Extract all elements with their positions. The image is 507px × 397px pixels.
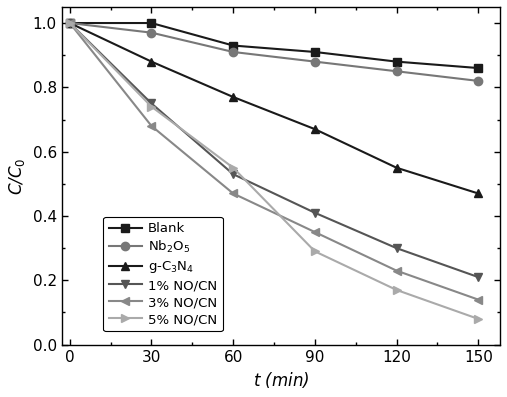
Nb$_2$O$_5$ xyxy=(67,21,73,25)
Blank xyxy=(393,59,400,64)
Line: 1% NO/CN: 1% NO/CN xyxy=(65,19,483,281)
Blank xyxy=(149,21,155,25)
Blank xyxy=(475,66,481,70)
1% NO/CN xyxy=(393,246,400,251)
g-C$_3$N$_4$ xyxy=(230,94,236,99)
Blank xyxy=(312,50,318,54)
Nb$_2$O$_5$ xyxy=(312,59,318,64)
1% NO/CN xyxy=(312,210,318,215)
3% NO/CN xyxy=(475,297,481,302)
Line: 5% NO/CN: 5% NO/CN xyxy=(65,19,483,323)
Legend: Blank, Nb$_2$O$_5$, g-C$_3$N$_4$, 1% NO/CN, 3% NO/CN, 5% NO/CN: Blank, Nb$_2$O$_5$, g-C$_3$N$_4$, 1% NO/… xyxy=(103,217,223,331)
3% NO/CN xyxy=(312,230,318,235)
3% NO/CN xyxy=(149,123,155,128)
Line: Blank: Blank xyxy=(65,19,483,72)
Nb$_2$O$_5$ xyxy=(393,69,400,74)
5% NO/CN xyxy=(149,104,155,109)
g-C$_3$N$_4$ xyxy=(67,21,73,25)
Line: 3% NO/CN: 3% NO/CN xyxy=(65,19,483,304)
Line: Nb$_2$O$_5$: Nb$_2$O$_5$ xyxy=(65,19,483,85)
g-C$_3$N$_4$ xyxy=(475,191,481,196)
Nb$_2$O$_5$ xyxy=(230,50,236,54)
3% NO/CN xyxy=(230,191,236,196)
Blank xyxy=(230,43,236,48)
3% NO/CN xyxy=(393,268,400,273)
1% NO/CN xyxy=(67,21,73,25)
1% NO/CN xyxy=(230,172,236,177)
Blank xyxy=(67,21,73,25)
5% NO/CN xyxy=(393,287,400,292)
Line: g-C$_3$N$_4$: g-C$_3$N$_4$ xyxy=(65,19,483,198)
5% NO/CN xyxy=(230,166,236,170)
g-C$_3$N$_4$ xyxy=(149,59,155,64)
1% NO/CN xyxy=(149,101,155,106)
Nb$_2$O$_5$ xyxy=(149,30,155,35)
3% NO/CN xyxy=(67,21,73,25)
Y-axis label: $C$/$C_0$: $C$/$C_0$ xyxy=(7,157,27,195)
X-axis label: $t$ (min): $t$ (min) xyxy=(252,370,309,390)
5% NO/CN xyxy=(312,249,318,254)
5% NO/CN xyxy=(67,21,73,25)
5% NO/CN xyxy=(475,316,481,321)
1% NO/CN xyxy=(475,275,481,279)
Nb$_2$O$_5$ xyxy=(475,79,481,83)
g-C$_3$N$_4$ xyxy=(312,127,318,131)
g-C$_3$N$_4$ xyxy=(393,166,400,170)
